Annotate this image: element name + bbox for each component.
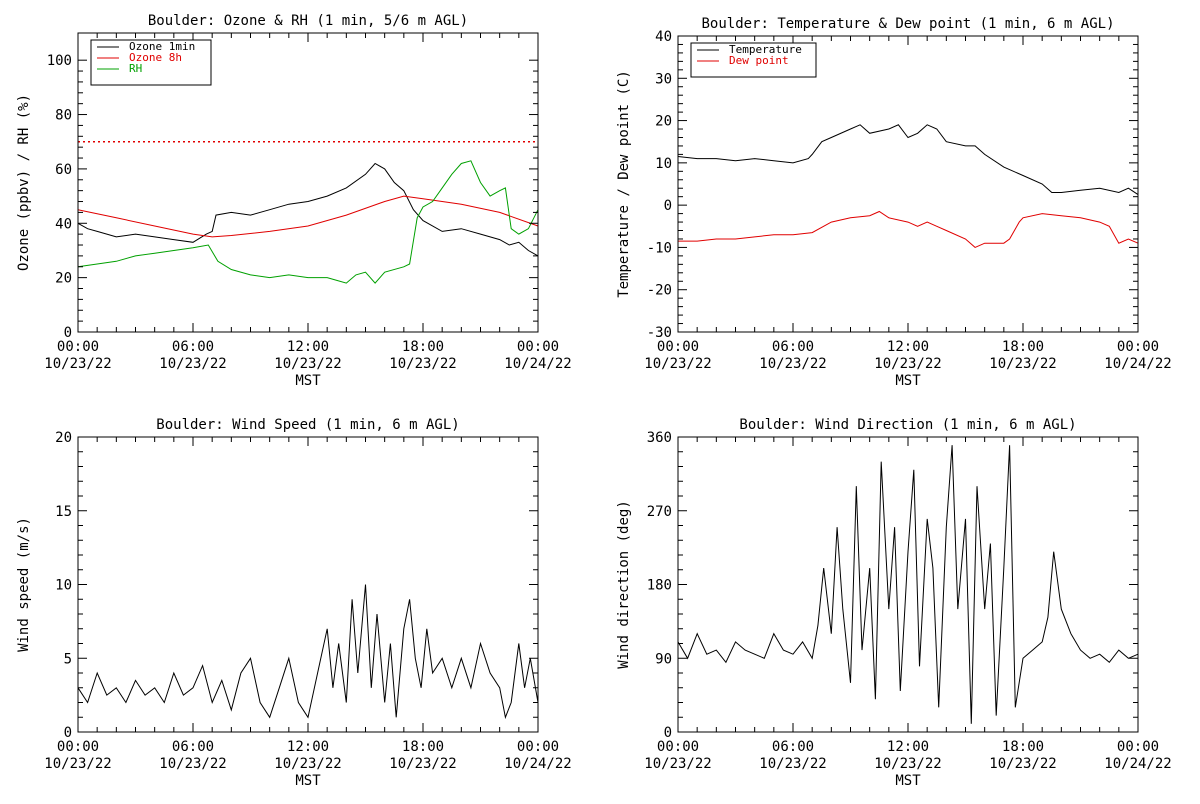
temp-dew-title: Boulder: Temperature & Dew point (1 min,… — [701, 16, 1114, 32]
temp-dew-series-dew-point — [678, 210, 1139, 248]
wind-speed-ytick-label: 5 — [64, 651, 72, 667]
temp-dew-legend-box — [690, 42, 817, 78]
ozone-rh-series-ozone-1min — [77, 162, 539, 257]
ozone-rh-xtick-time: 00:00 — [57, 339, 99, 355]
wind-dir-xtick-time: 00:00 — [1117, 739, 1159, 755]
wind-dir-xtick-time: 18:00 — [1002, 739, 1044, 755]
wind-dir-ytick-label: 0 — [664, 725, 672, 741]
wind-speed-ytick-label: 20 — [55, 430, 72, 446]
wind-dir-ytick-label: 90 — [655, 651, 672, 667]
ozone-rh-xtick-time: 18:00 — [402, 339, 444, 355]
wind-dir-ytick-label: 360 — [647, 430, 672, 446]
wind-dir-ytick-label: 270 — [647, 504, 672, 520]
ozone-rh-ytick-label: 80 — [55, 108, 72, 124]
temp-dew-legend-label: Temperature — [729, 43, 802, 56]
wind-dir-xtick-date: 10/24/22 — [1104, 756, 1171, 772]
temp-dew-ytick-label: -30 — [647, 325, 672, 341]
temp-dew-ytick-label: -20 — [647, 283, 672, 299]
ozone-rh-xtick-date: 10/24/22 — [504, 356, 571, 372]
ozone-rh-ytick-label: 40 — [55, 216, 72, 232]
temp-dew-legend-label: Dew point — [729, 54, 789, 67]
wind-speed-xtick-time: 12:00 — [287, 739, 329, 755]
ozone-rh-series-ozone-8h — [77, 195, 539, 238]
ozone-rh-ytick-label: 20 — [55, 271, 72, 287]
temp-dew-ytick-label: 20 — [655, 114, 672, 130]
wind-dir-ytick-label: 180 — [647, 578, 672, 594]
wind-speed-xtick-date: 10/24/22 — [504, 756, 571, 772]
wind-speed-title: Boulder: Wind Speed (1 min, 6 m AGL) — [156, 417, 459, 433]
ozone-rh-series-rh — [77, 160, 539, 284]
temp-dew-xtick-time: 12:00 — [887, 339, 929, 355]
wind-dir-title: Boulder: Wind Direction (1 min, 6 m AGL) — [739, 417, 1076, 433]
wind-dir-xtick-date: 10/23/22 — [874, 756, 941, 772]
wind-dir-chart: Boulder: Wind Direction (1 min, 6 m AGL)… — [616, 417, 1172, 789]
temp-dew-ylabel: Temperature / Dew point (C) — [616, 70, 632, 298]
wind-dir-xlabel: MST — [895, 773, 921, 789]
temp-dew-xlabel: MST — [895, 373, 921, 389]
ozone-rh-xtick-time: 06:00 — [172, 339, 214, 355]
temp-dew-xtick-date: 10/23/22 — [874, 356, 941, 372]
ozone-rh-xtick-date: 10/23/22 — [44, 356, 111, 372]
wind-speed-ylabel: Wind speed (m/s) — [16, 517, 32, 652]
ozone-rh-ytick-label: 60 — [55, 162, 72, 178]
ozone-rh-xtick-date: 10/23/22 — [389, 356, 456, 372]
ozone-rh-ytick-label: 100 — [47, 53, 72, 69]
ozone-rh-title: Boulder: Ozone & RH (1 min, 5/6 m AGL) — [148, 13, 468, 29]
temp-dew-ytick-label: 40 — [655, 29, 672, 45]
wind-dir-xtick-date: 10/23/22 — [759, 756, 826, 772]
wind-speed-xtick-time: 18:00 — [402, 739, 444, 755]
wind-dir-xtick-time: 00:00 — [657, 739, 699, 755]
ozone-rh-xtick-date: 10/23/22 — [159, 356, 226, 372]
temp-dew-ytick-label: 0 — [664, 198, 672, 214]
temp-dew-xtick-date: 10/23/22 — [989, 356, 1056, 372]
wind-speed-ytick-label: 15 — [55, 504, 72, 520]
wind-dir-xtick-date: 10/23/22 — [989, 756, 1056, 772]
ozone-rh-xtick-time: 12:00 — [287, 339, 329, 355]
ozone-rh-xtick-time: 00:00 — [517, 339, 559, 355]
temp-dew-xtick-date: 10/24/22 — [1104, 356, 1171, 372]
wind-dir-xtick-time: 12:00 — [887, 739, 929, 755]
wind-dir-plot-frame — [677, 436, 1139, 733]
temp-dew-chart: Boulder: Temperature & Dew point (1 min,… — [616, 16, 1172, 389]
wind-speed-xtick-date: 10/23/22 — [44, 756, 111, 772]
wind-speed-ytick-label: 10 — [55, 578, 72, 594]
wind-dir-ylabel: Wind direction (deg) — [616, 500, 632, 669]
temp-dew-series-temperature — [677, 124, 1139, 196]
temp-dew-xtick-date: 10/23/22 — [644, 356, 711, 372]
temp-dew-xtick-date: 10/23/22 — [759, 356, 826, 372]
temp-dew-ytick-label: -10 — [647, 240, 672, 256]
ozone-rh-xtick-date: 10/23/22 — [274, 356, 341, 372]
ozone-rh-legend-label: RH — [129, 62, 142, 75]
wind-speed-xtick-date: 10/23/22 — [159, 756, 226, 772]
wind-speed-xlabel: MST — [295, 773, 321, 789]
wind-speed-xtick-date: 10/23/22 — [389, 756, 456, 772]
temp-dew-plot-frame — [677, 35, 1139, 333]
temp-dew-ytick-label: 30 — [655, 71, 672, 87]
ozone-rh-ylabel: Ozone (ppbv) / RH (%) — [16, 94, 32, 271]
wind-speed-xtick-time: 00:00 — [517, 739, 559, 755]
ozone-rh-legend-label: Ozone 8h — [129, 51, 182, 64]
wind-speed-xtick-time: 00:00 — [57, 739, 99, 755]
wind-speed-series-0 — [77, 584, 539, 720]
wind-speed-ytick-label: 0 — [64, 725, 72, 741]
wind-speed-xtick-date: 10/23/22 — [274, 756, 341, 772]
wind-dir-series-0 — [677, 445, 1139, 724]
temp-dew-xtick-time: 18:00 — [1002, 339, 1044, 355]
temp-dew-xtick-time: 00:00 — [1117, 339, 1159, 355]
ozone-rh-ytick-label: 0 — [64, 325, 72, 341]
wind-dir-xtick-date: 10/23/22 — [644, 756, 711, 772]
ozone-rh-xlabel: MST — [295, 373, 321, 389]
temp-dew-ytick-label: 10 — [655, 156, 672, 172]
wind-dir-xtick-time: 06:00 — [772, 739, 814, 755]
wind-speed-xtick-time: 06:00 — [172, 739, 214, 755]
wind-speed-plot-frame — [77, 436, 539, 733]
temp-dew-xtick-time: 06:00 — [772, 339, 814, 355]
ozone-rh-chart: Boulder: Ozone & RH (1 min, 5/6 m AGL) 0 2… — [16, 13, 572, 389]
temp-dew-xtick-time: 00:00 — [657, 339, 699, 355]
ozone-rh-legend-label: Ozone 1min — [129, 40, 195, 53]
wind-speed-chart: Boulder: Wind Speed (1 min, 6 m AGL) 0 5 10… — [16, 417, 572, 789]
